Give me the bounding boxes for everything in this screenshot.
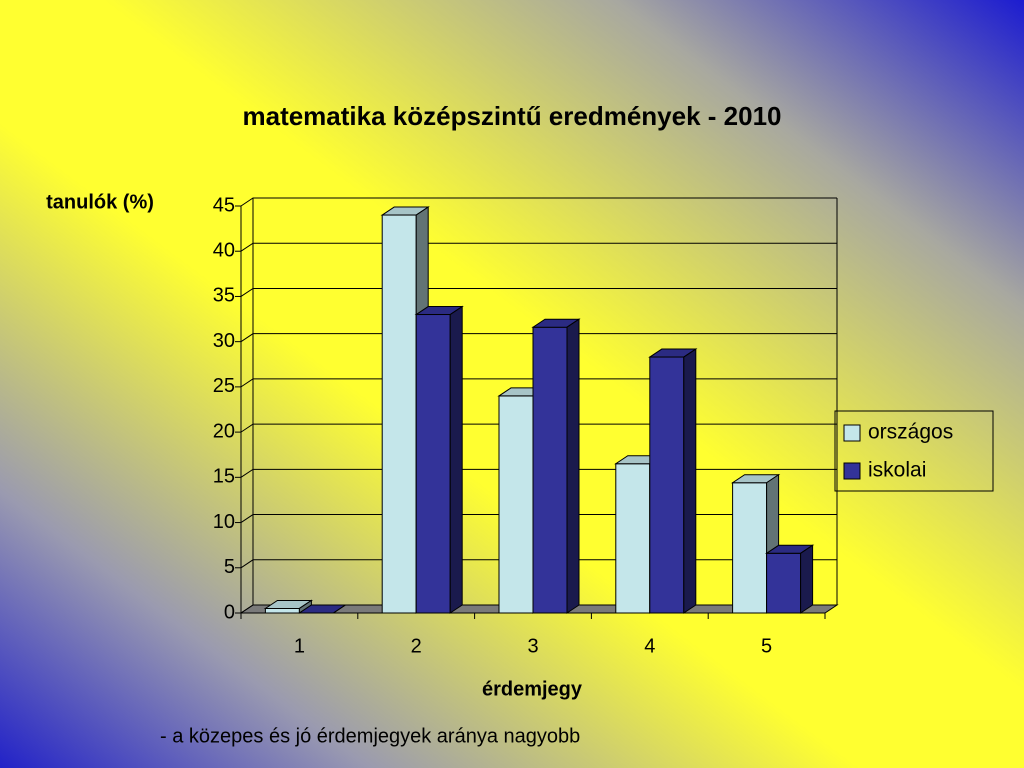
bar bbox=[263, 599, 314, 614]
grid-line bbox=[240, 242, 837, 252]
bar-front bbox=[532, 326, 568, 614]
x-tick-label: 3 bbox=[527, 635, 538, 657]
bar-side bbox=[683, 348, 697, 614]
y-tick-label: 30 bbox=[213, 330, 235, 352]
bar-side bbox=[566, 318, 580, 614]
bar-front bbox=[498, 395, 534, 614]
bar-side bbox=[449, 305, 463, 614]
y-tick-label: 5 bbox=[224, 556, 235, 578]
bar-front bbox=[415, 314, 451, 614]
y-tick-label: 35 bbox=[213, 285, 235, 307]
legend-box bbox=[834, 410, 994, 492]
grid-line bbox=[240, 423, 837, 433]
y-tick-label: 10 bbox=[213, 511, 235, 533]
y-tick-label: 40 bbox=[213, 240, 235, 262]
y-axis-label: tanulók (%) bbox=[46, 191, 154, 213]
bar-front bbox=[649, 356, 685, 614]
x-axis-label: érdemjegy bbox=[482, 678, 583, 700]
y-tick-label: 25 bbox=[213, 375, 235, 397]
bar-front bbox=[615, 463, 651, 614]
bar bbox=[531, 318, 581, 614]
bar-side bbox=[800, 544, 814, 614]
bar bbox=[730, 473, 781, 614]
grid-line bbox=[240, 333, 837, 343]
bar bbox=[648, 348, 698, 614]
legend-label: iskolai bbox=[868, 459, 926, 482]
x-tick-label: 4 bbox=[644, 635, 655, 657]
y-tick-label: 15 bbox=[213, 466, 235, 488]
y-tick-label: 45 bbox=[213, 194, 235, 216]
x-tick-label: 1 bbox=[294, 635, 305, 657]
bar-front bbox=[766, 552, 802, 614]
legend-label: országos bbox=[868, 421, 953, 444]
bar-front bbox=[264, 607, 300, 614]
bar-side bbox=[333, 604, 346, 614]
y-tick-label: 0 bbox=[224, 601, 235, 623]
grid-line bbox=[240, 197, 837, 207]
bar bbox=[764, 544, 815, 614]
legend-swatch bbox=[843, 462, 861, 480]
legend-swatch bbox=[843, 424, 861, 442]
x-tick-label: 5 bbox=[761, 635, 772, 657]
grid-line bbox=[240, 287, 837, 297]
grid-line bbox=[240, 378, 837, 388]
bar-front bbox=[381, 214, 417, 614]
annotation: - a közepes és jó érdemjegyek aránya nag… bbox=[160, 725, 580, 747]
bar bbox=[297, 604, 348, 614]
y-tick-label: 20 bbox=[213, 420, 235, 442]
bar bbox=[414, 305, 464, 614]
chart-title: matematika középszintű eredmények - 2010 bbox=[242, 101, 781, 131]
x-tick-label: 2 bbox=[411, 635, 422, 657]
bar-front bbox=[732, 482, 768, 614]
